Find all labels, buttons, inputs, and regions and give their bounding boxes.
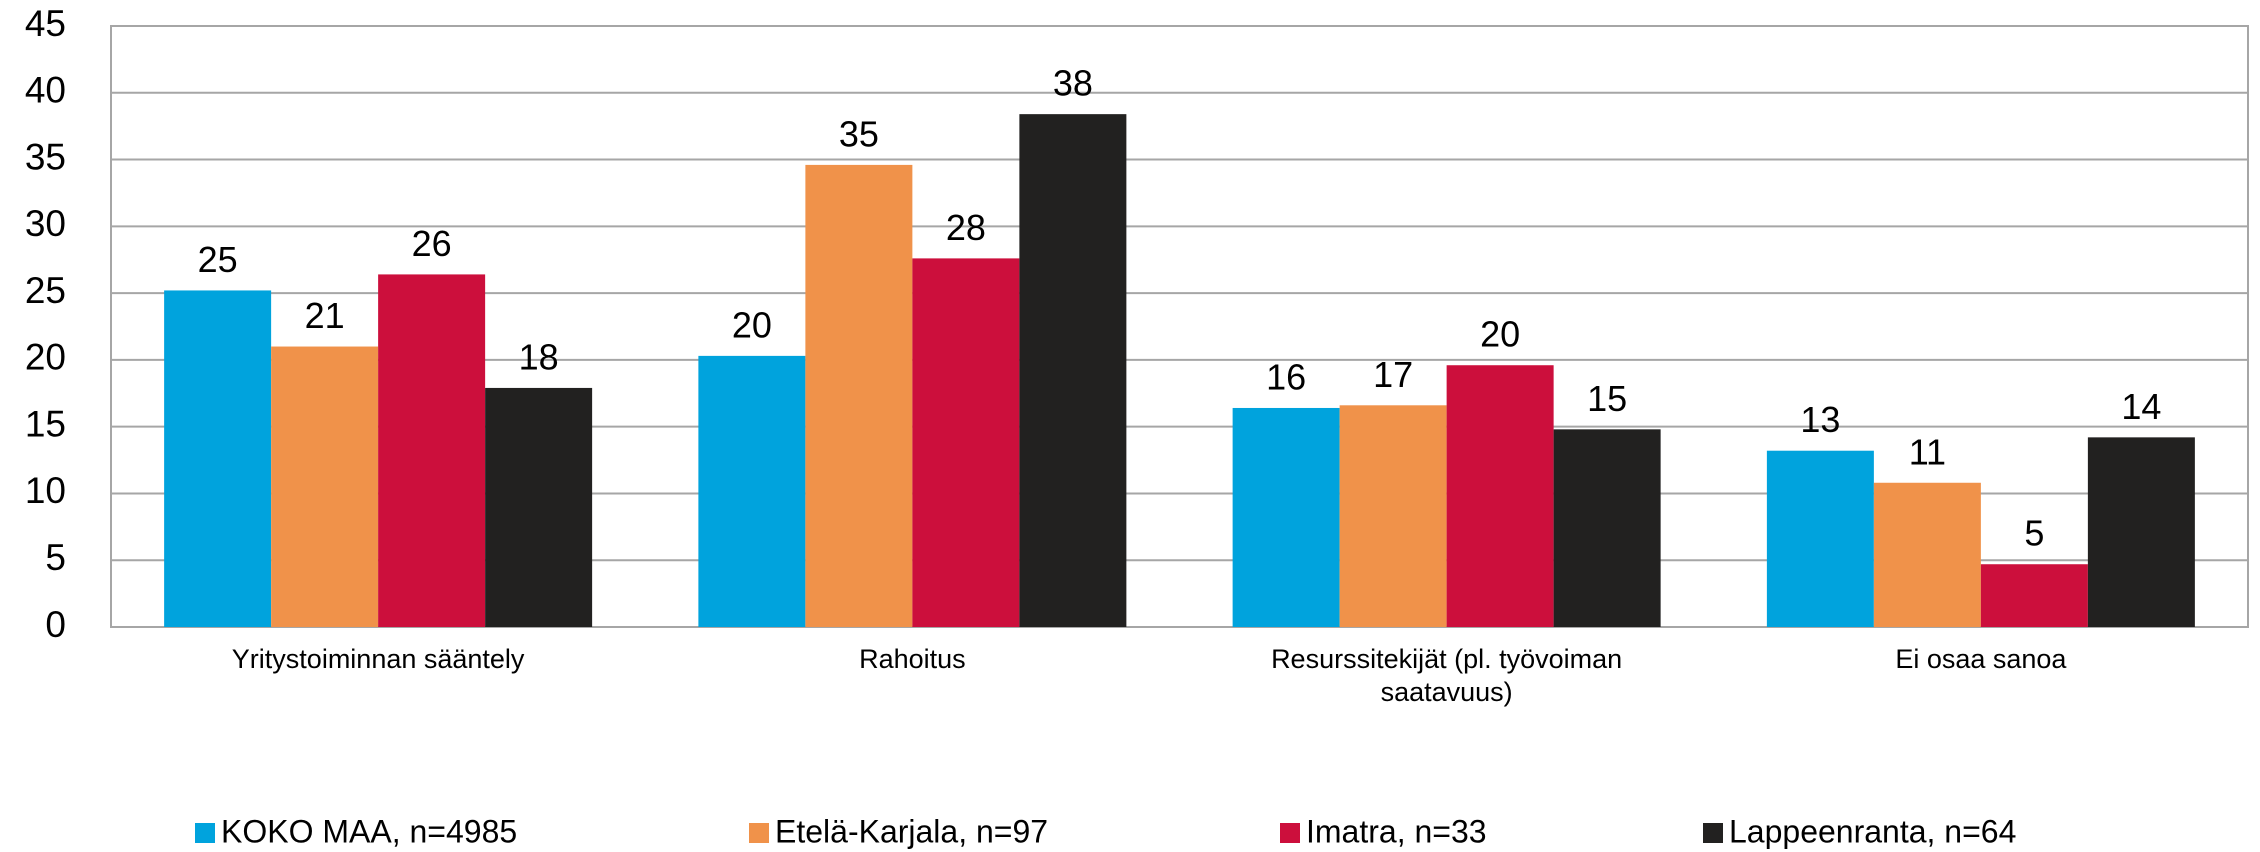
legend-swatch [195,823,215,843]
bar [698,355,806,627]
x-tick-label-box: Yritystoiminnan sääntely [231,644,525,674]
data-label: 17 [1373,354,1413,395]
x-tick-label-box: Rahoitus [859,644,966,674]
bar [164,290,272,627]
data-label: 21 [305,295,345,336]
bar [1980,564,2088,627]
bar [1232,407,1340,627]
data-label: 11 [1909,431,1946,472]
x-tick-label: Ei osaa sanoa [1895,644,2067,674]
data-label: 14 [2121,386,2161,427]
data-label: 35 [839,113,879,154]
legend-label: KOKO MAA, n=4985 [221,813,517,849]
x-tick-label: Yritystoiminnan sääntely [231,644,525,674]
bar [912,258,1020,627]
legend-swatch [1703,823,1723,843]
y-tick-label: 25 [25,270,66,311]
bar [1446,365,1554,627]
data-label: 26 [412,223,452,264]
bar [485,387,593,627]
bar [805,164,913,628]
data-label: 16 [1266,356,1306,397]
x-tick-label: Resurssitekijät (pl. työvoiman saatavuus… [1271,644,1623,707]
bar [1766,450,1874,627]
y-tick-label: 0 [45,604,66,645]
bar [271,346,379,627]
data-label: 5 [2024,513,2044,554]
bar [378,274,486,627]
data-label: 13 [1800,399,1840,440]
data-label: 28 [946,207,986,248]
x-tick-label-box: Ei osaa sanoa [1895,644,2067,674]
legend-swatch [1280,823,1300,843]
data-label: 38 [1053,63,1093,104]
legend-label: Imatra, n=33 [1306,813,1487,849]
data-label: 25 [198,239,238,280]
legend-label: Lappeenranta, n=64 [1729,813,2016,849]
y-tick-label: 30 [25,203,66,244]
y-tick-label: 35 [25,136,66,177]
data-label: 20 [732,304,772,345]
data-label: 20 [1480,314,1520,355]
data-label: 15 [1587,378,1627,419]
y-tick-label: 5 [45,537,66,578]
legend-swatch [749,823,769,843]
x-tick-label-box: Resurssitekijät (pl. työvoiman saatavuus… [1271,644,1623,707]
legend-label: Etelä-Karjala, n=97 [775,813,1048,849]
y-tick-label: 40 [25,70,66,111]
bar [2087,437,2195,627]
y-tick-label: 15 [25,403,66,444]
y-tick-label: 10 [25,470,66,511]
bar [1339,405,1447,627]
bar [1873,482,1981,627]
x-tick-label: Rahoitus [859,644,966,674]
y-tick-label: 45 [25,3,66,44]
y-tick-label: 20 [25,337,66,378]
bar [1553,429,1661,627]
bar [1019,114,1127,627]
data-label: 18 [519,336,559,377]
